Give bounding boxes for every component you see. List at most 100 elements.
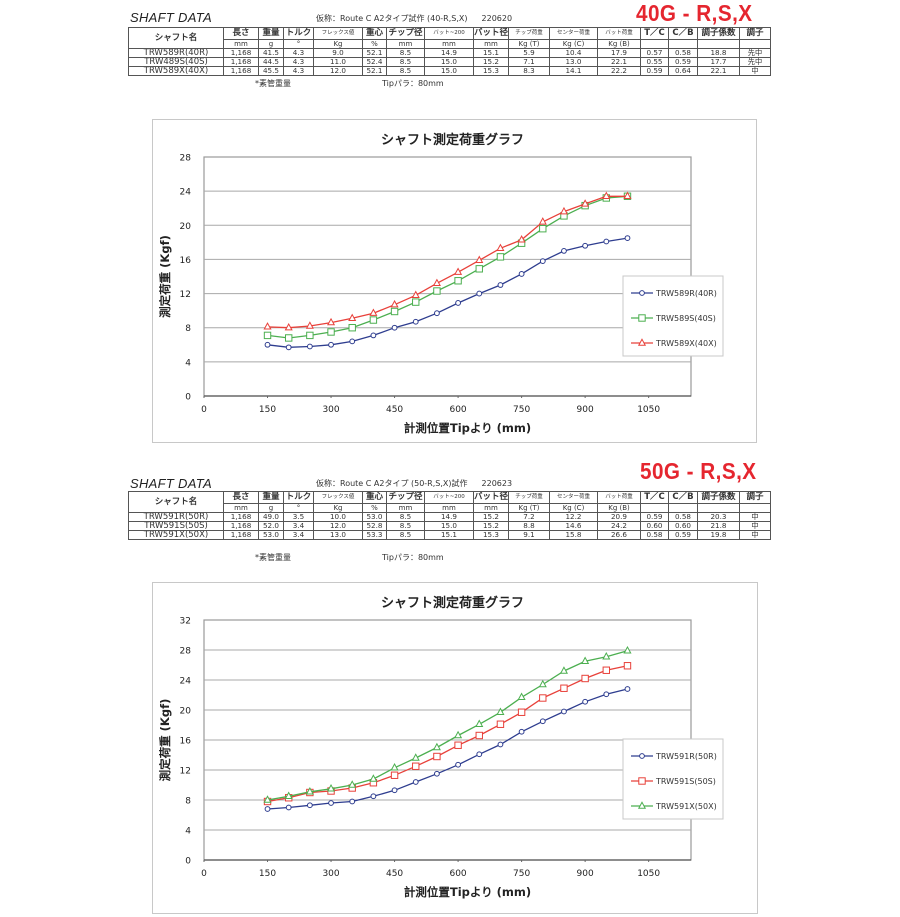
table-cell: 10.4 — [549, 48, 598, 58]
table-cell: 8.3 — [508, 66, 550, 76]
y-tick-label: 28 — [180, 154, 192, 164]
y-axis-label: 測定荷重 (Kgf) — [158, 699, 172, 782]
data-point-marker — [603, 691, 610, 698]
data-point-marker — [559, 666, 568, 674]
column-header: 調子 — [739, 27, 771, 40]
series-line — [267, 195, 628, 329]
table-cell: 7.2 — [508, 512, 550, 522]
data-point-marker — [496, 707, 505, 715]
table-cell: 5.9 — [508, 48, 550, 58]
data-point-marker — [560, 684, 568, 692]
legend-marker — [639, 753, 645, 759]
column-header: チップ径 — [386, 27, 425, 40]
shaft-name-cell: TRW489S(40S) — [128, 57, 224, 67]
unit-cell: mm — [386, 39, 425, 49]
y-axis-label: 測定荷重 (Kgf) — [158, 235, 172, 318]
data-point-marker — [263, 322, 272, 330]
data-point-marker — [517, 708, 526, 716]
series-TRW591R(50R) — [264, 686, 631, 812]
legend-label: TRW591R(50R) — [655, 752, 717, 761]
table-cell: 4.3 — [283, 48, 314, 58]
chart-legend: TRW591R(50R) TRW591S(50S) TRW591X(50X) — [622, 738, 724, 820]
chart-legend: TRW589R(40R) TRW589S(40S) TRW589X(40X) — [622, 275, 724, 357]
unit-cell: Kg (T) — [508, 503, 550, 513]
column-header: チップ径 — [386, 491, 425, 504]
section2-note-weight: *素管重量 — [255, 553, 291, 562]
table-cell: 0.59 — [640, 512, 669, 522]
column-header: センター荷重 — [549, 491, 598, 504]
x-tick-label: 1050 — [637, 405, 660, 415]
series-line — [267, 650, 628, 801]
data-point-marker — [518, 271, 525, 277]
load-chart-50g: シャフト測定荷重グラフ 0 4 8 12 16 20 24 28 32 0 150 300 450 600 7… — [152, 582, 758, 914]
table-cell: 中 — [739, 66, 771, 76]
data-point-marker — [497, 741, 504, 748]
data-point-marker — [264, 806, 271, 812]
table-cell: 0.58 — [668, 48, 698, 58]
unit-cell — [739, 503, 771, 513]
table-cell: 0.58 — [640, 530, 669, 540]
x-tick-label: 450 — [386, 405, 403, 415]
data-point-marker — [496, 243, 505, 252]
series-TRW589X(40X) — [263, 191, 632, 331]
x-tick-label: 750 — [513, 405, 530, 415]
data-point-marker — [496, 253, 505, 261]
table-cell: 3.4 — [283, 521, 314, 531]
data-point-marker — [412, 298, 420, 306]
section1-subtitle-text: 仮称：Route C A2タイプ試作 (40-R,S,X) — [316, 14, 468, 23]
data-point-marker — [538, 217, 547, 225]
column-header: バット荷重 — [597, 27, 641, 40]
table-cell: 52.1 — [362, 48, 387, 58]
column-header: トルク — [283, 491, 314, 504]
table-cell: 0.59 — [640, 66, 669, 76]
table-row: TRW489S(40S) 1,168 44.5 4.3 11.0 52.4 8.5 15.0 1… — [128, 57, 771, 67]
table-body: シャフト名 長さ 重量 トルク フレックス値 重心 チップ径 バット~200 バット径 チップ荷重… — [128, 27, 771, 76]
shaft-name-cell: TRW591R(50R) — [128, 512, 224, 522]
table-cell: 15.0 — [424, 66, 474, 76]
x-tick-label: 750 — [513, 869, 530, 879]
unit-cell — [640, 39, 669, 49]
data-point-marker — [581, 674, 589, 683]
table-row: TRW591S(50S) 1,168 52.0 3.4 12.0 52.8 8.5 15.0 1… — [128, 521, 771, 531]
x-tick-label: 900 — [577, 405, 594, 415]
header-row: シャフト名 長さ 重量 トルク フレックス値 重心 チップ径 バット~200 バット径 チップ荷重… — [128, 27, 771, 49]
table-cell: 0.60 — [668, 521, 698, 531]
data-point-marker — [623, 191, 632, 199]
table-cell: 0.59 — [668, 530, 698, 540]
section1-date: 220620 — [481, 14, 513, 23]
unit-cell — [697, 503, 740, 513]
table-cell: 7.1 — [508, 57, 550, 67]
data-point-marker — [264, 341, 271, 348]
data-point-marker — [539, 225, 547, 233]
table-cell: 15.2 — [473, 57, 509, 67]
chart-title: シャフト測定荷重グラフ — [381, 595, 524, 611]
column-header: 長さ — [223, 491, 259, 504]
data-point-marker — [390, 771, 399, 779]
table-cell: 19.8 — [697, 530, 740, 540]
column-header: 調子係数 — [697, 491, 740, 504]
section2-badge: 50G - R,S,X — [640, 458, 757, 484]
data-point-marker — [561, 247, 567, 254]
column-header: C／B — [668, 491, 698, 504]
unit-cell — [640, 503, 669, 513]
table-cell: 22.1 — [697, 66, 740, 76]
data-point-marker — [349, 338, 356, 345]
column-header: 調子 — [739, 491, 771, 504]
data-point-marker — [518, 728, 525, 735]
y-tick-label: 20 — [180, 707, 192, 717]
data-point-marker — [582, 698, 589, 705]
data-point-marker — [624, 235, 631, 241]
column-header: シャフト名 — [128, 491, 224, 513]
table-cell: 中 — [739, 530, 771, 540]
table-cell: 3.5 — [283, 512, 314, 522]
table-cell: 先中 — [739, 57, 771, 67]
legend-label: TRW589S(40S) — [655, 314, 716, 323]
data-point-marker — [433, 287, 441, 295]
data-point-marker — [328, 341, 334, 348]
x-tick-label: 600 — [449, 869, 466, 879]
unit-cell — [739, 39, 771, 49]
data-point-marker — [390, 763, 399, 771]
section2-date: 220623 — [481, 479, 513, 488]
data-point-marker — [432, 278, 441, 287]
section2-subtitle: 仮称：Route C A2タイプ (50-R,S,X)試作 220623 — [316, 478, 512, 489]
